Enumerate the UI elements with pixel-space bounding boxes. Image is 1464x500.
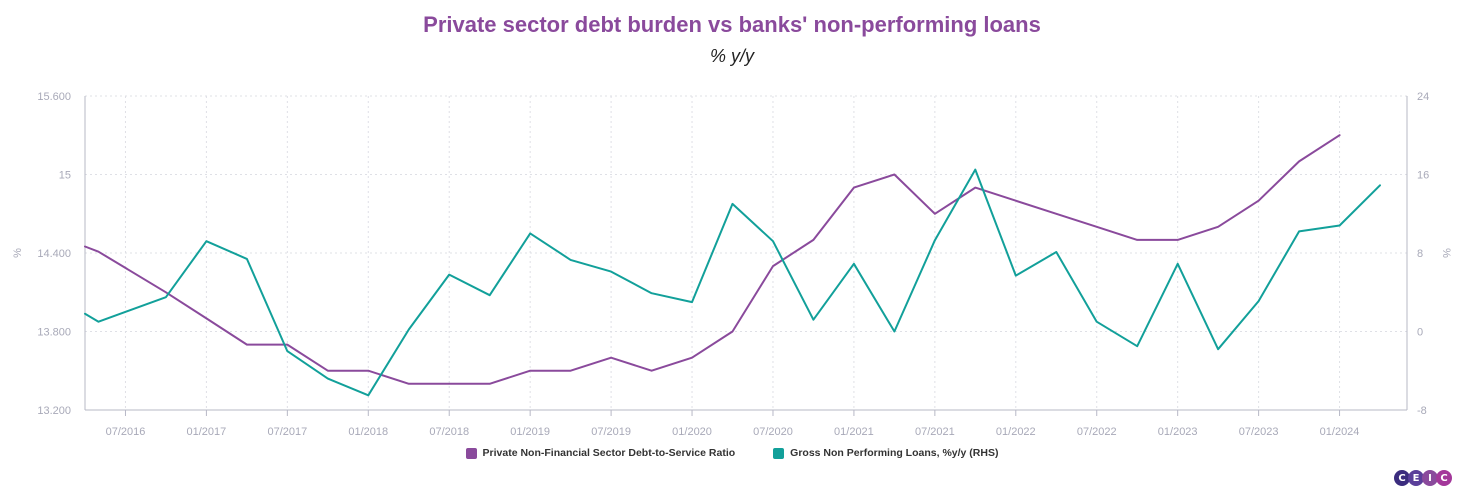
chart-subtitle: % y/y <box>709 46 754 66</box>
x-tick-label: 07/2018 <box>429 426 469 438</box>
logo-letter: E <box>1408 470 1424 486</box>
y-axis-label-right: % <box>1440 248 1452 258</box>
x-tick-label: 01/2018 <box>348 426 388 438</box>
legend: Private Non-Financial Sector Debt-to-Ser… <box>0 447 1464 459</box>
x-tick-label: 01/2021 <box>834 426 874 438</box>
chart-title: Private sector debt burden vs banks' non… <box>423 12 1041 37</box>
x-tick-label: 07/2022 <box>1077 426 1117 438</box>
logo-letter: C <box>1436 470 1452 486</box>
x-tick-label: 01/2020 <box>672 426 712 438</box>
series-lines <box>84 134 1381 397</box>
y-tick-label-left: 15 <box>59 170 71 182</box>
logo-letter: I <box>1422 470 1438 486</box>
x-tick-label: 07/2023 <box>1239 426 1279 438</box>
x-tick-label: 01/2024 <box>1320 426 1360 438</box>
y-tick-label-right: 8 <box>1417 248 1423 260</box>
y-tick-label-right: 24 <box>1417 91 1429 103</box>
legend-swatch-series1 <box>465 447 477 459</box>
legend-swatch-series2 <box>773 447 785 459</box>
axes <box>84 96 1408 416</box>
x-tick-label: 07/2016 <box>106 426 146 438</box>
gridlines <box>85 95 1407 410</box>
x-tick-label: 07/2020 <box>753 426 793 438</box>
x-tick-label: 07/2017 <box>267 426 307 438</box>
tick-labels: 13.200 -8 13.800 0 14.400 8 15 16 15.600 24 07/201… <box>12 91 1452 438</box>
y-tick-label-right: 16 <box>1417 170 1429 182</box>
y-tick-label-left: 14.400 <box>37 248 71 260</box>
legend-item-series1[interactable]: Private Non-Financial Sector Debt-to-Ser… <box>465 447 736 459</box>
x-tick-label: 01/2019 <box>510 426 550 438</box>
x-tick-label: 01/2022 <box>996 426 1036 438</box>
series-line-2 <box>84 168 1381 397</box>
logo-letter: C <box>1394 470 1410 486</box>
x-tick-label: 07/2019 <box>591 426 631 438</box>
y-tick-label-left: 15.600 <box>37 91 71 103</box>
y-tick-label-right: 0 <box>1417 327 1423 339</box>
legend-label-series1: Private Non-Financial Sector Debt-to-Ser… <box>482 447 736 459</box>
x-tick-label: 07/2021 <box>915 426 955 438</box>
y-tick-label-right: -8 <box>1417 405 1427 417</box>
legend-item-series2[interactable]: Gross Non Performing Loans, %y/y (RHS) <box>773 447 998 459</box>
legend-label-series2: Gross Non Performing Loans, %y/y (RHS) <box>790 447 999 459</box>
y-axis-label-left: % <box>12 248 24 258</box>
x-tick-label: 01/2017 <box>187 426 227 438</box>
series-line-1 <box>84 134 1341 385</box>
y-tick-label-left: 13.800 <box>37 327 71 339</box>
x-tick-label: 01/2023 <box>1158 426 1198 438</box>
y-tick-label-left: 13.200 <box>37 405 71 417</box>
